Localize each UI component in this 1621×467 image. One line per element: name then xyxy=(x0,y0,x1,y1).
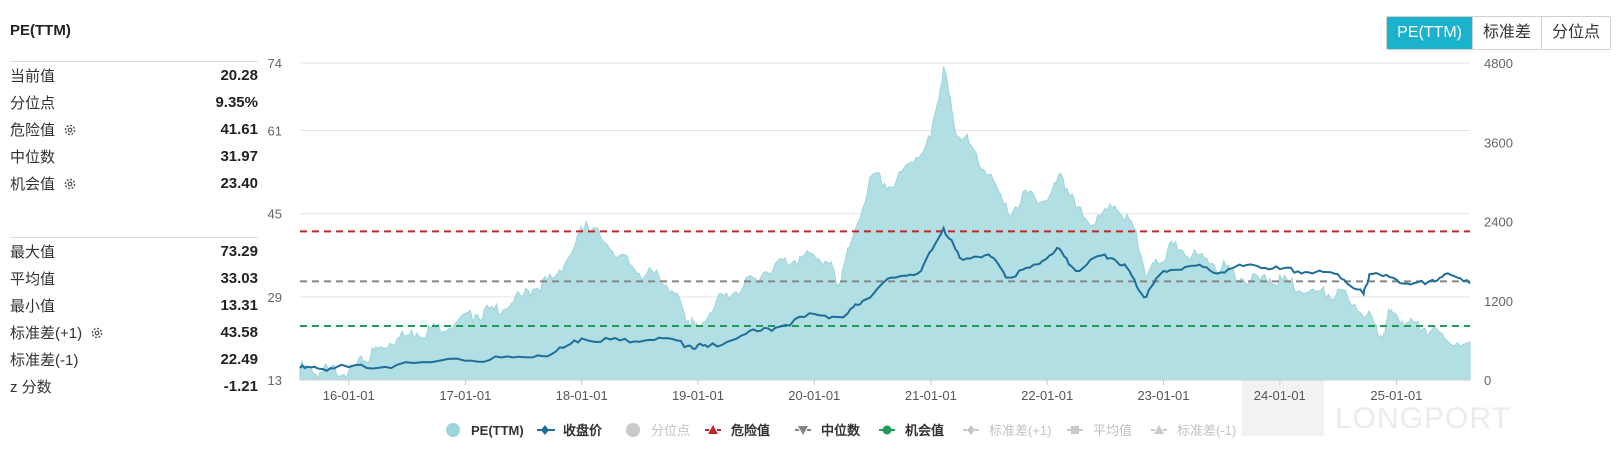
legend-label: 标准差(-1) xyxy=(1177,423,1236,438)
legend-label: 中位数 xyxy=(821,423,861,438)
x-tick-label: 22-01-01 xyxy=(1021,388,1073,403)
stats-panel-bottom: 最大值 73.29 平均值 33.03 最小值 13.31 标准差(+1) 43… xyxy=(10,237,258,400)
tab-percentile[interactable]: 分位点 xyxy=(1540,17,1610,49)
legend-label: PE(TTM) xyxy=(471,423,524,438)
y-left-tick-label: 74 xyxy=(268,56,282,71)
y-right-tick-label: 2400 xyxy=(1484,215,1513,230)
x-tick-label: 19-01-01 xyxy=(672,388,724,403)
watermark-text: LONGPORT xyxy=(1335,402,1511,435)
x-tick-label: 25-01-01 xyxy=(1370,388,1422,403)
legend-marker xyxy=(882,425,892,435)
stat-label: 机会值 xyxy=(10,176,56,193)
stat-value: 22.49 xyxy=(220,351,258,368)
legend-label: 平均值 xyxy=(1093,423,1132,438)
stat-z-score: z 分数 -1.21 xyxy=(10,373,258,400)
legend-marker xyxy=(708,425,718,434)
y-left-tick-label: 29 xyxy=(268,290,282,305)
stat-value: 41.61 xyxy=(220,121,258,138)
stat-label: z 分数 xyxy=(10,379,52,396)
stat-value: 23.40 xyxy=(220,175,258,192)
stat-mean: 平均值 33.03 xyxy=(10,265,258,292)
stat-value: 33.03 xyxy=(220,270,258,287)
stat-label: 平均值 xyxy=(10,271,56,288)
stat-value: 73.29 xyxy=(220,243,258,260)
legend-marker xyxy=(626,423,640,437)
legend-label: 机会值 xyxy=(905,423,944,438)
legend-marker xyxy=(1071,426,1079,434)
series-pe-ttm-area xyxy=(299,66,1471,381)
legend-label: 危险值 xyxy=(731,423,770,438)
x-tick-label: 23-01-01 xyxy=(1137,388,1189,403)
x-tick-label: 20-01-01 xyxy=(788,388,840,403)
metric-tabs: PE(TTM) 标准差 分位点 xyxy=(1386,16,1611,50)
stat-value: 9.35% xyxy=(215,94,258,111)
legend-item[interactable]: 收盘价 xyxy=(537,423,603,438)
stat-max: 最大值 73.29 xyxy=(10,238,258,265)
stat-std-minus: 标准差(-1) 22.49 xyxy=(10,346,258,373)
legend-marker xyxy=(541,425,549,435)
stat-label: 标准差(-1) xyxy=(10,352,79,369)
page-title: PE(TTM) xyxy=(10,22,71,39)
stat-label: 分位点 xyxy=(10,95,56,112)
stat-danger: 危险值 41.61 xyxy=(10,116,258,143)
stat-value: -1.21 xyxy=(223,378,258,395)
stat-opportunity: 机会值 23.40 xyxy=(10,170,258,197)
legend-item[interactable]: 标准差(+1) xyxy=(963,423,1051,438)
y-left-tick-label: 13 xyxy=(268,373,282,388)
y-left-tick-label: 45 xyxy=(268,207,282,222)
stat-min: 最小值 13.31 xyxy=(10,292,258,319)
y-right-tick-label: 4800 xyxy=(1484,56,1513,71)
x-tick-label: 17-01-01 xyxy=(439,388,491,403)
y-right-tick-label: 1200 xyxy=(1484,294,1513,309)
gear-icon[interactable] xyxy=(63,123,77,137)
tab-std-dev[interactable]: 标准差 xyxy=(1471,17,1541,49)
stat-current: 当前值 20.28 xyxy=(10,62,258,89)
stat-label: 最大值 xyxy=(10,244,56,261)
y-right-tick-label: 0 xyxy=(1484,373,1491,388)
legend-item[interactable]: 中位数 xyxy=(795,423,861,438)
legend-item[interactable]: 危险值 xyxy=(705,423,770,438)
legend-item[interactable]: 平均值 xyxy=(1067,423,1132,438)
series-close-price-line xyxy=(299,225,1471,372)
stat-label: 中位数 xyxy=(10,149,56,166)
gear-icon[interactable] xyxy=(63,177,77,191)
legend-marker xyxy=(967,425,975,435)
x-tick-label: 16-01-01 xyxy=(323,388,375,403)
gear-icon[interactable] xyxy=(90,326,104,340)
legend-marker xyxy=(1154,425,1164,434)
legend-label: 标准差(+1) xyxy=(989,423,1051,438)
legend-label: 收盘价 xyxy=(563,423,603,438)
stat-median: 中位数 31.97 xyxy=(10,143,258,170)
x-tick-label: 18-01-01 xyxy=(556,388,608,403)
y-right-tick-label: 3600 xyxy=(1484,135,1513,150)
stat-label: 当前值 xyxy=(10,68,56,85)
x-tick-label: 21-01-01 xyxy=(905,388,957,403)
stat-label: 危险值 xyxy=(10,122,56,139)
legend-marker xyxy=(446,423,460,437)
y-left-tick-label: 61 xyxy=(268,124,282,139)
stat-value: 31.97 xyxy=(220,148,258,165)
tab-pe-ttm[interactable]: PE(TTM) xyxy=(1387,17,1472,49)
stats-panel-top: 当前值 20.28 分位点 9.35% 危险值 41.61 中位数 31.97 … xyxy=(10,61,258,197)
x-tick-label: 24-01-01 xyxy=(1254,388,1306,403)
stat-value: 43.58 xyxy=(220,324,258,341)
legend-item[interactable]: 机会值 xyxy=(879,423,944,438)
divider xyxy=(10,61,258,62)
stat-value: 20.28 xyxy=(220,67,258,84)
legend-item[interactable]: 标准差(-1) xyxy=(1151,423,1236,438)
legend-marker xyxy=(798,426,808,435)
stat-label: 标准差(+1) xyxy=(10,325,83,342)
stat-value: 13.31 xyxy=(220,297,258,314)
stat-std-plus: 标准差(+1) 43.58 xyxy=(10,319,258,346)
stat-label: 最小值 xyxy=(10,298,56,315)
legend-item[interactable]: 分位点 xyxy=(626,423,690,438)
legend-item[interactable]: PE(TTM) xyxy=(446,423,524,438)
legend-label: 分位点 xyxy=(651,423,690,438)
stat-percentile: 分位点 9.35% xyxy=(10,89,258,116)
watermark-logo xyxy=(1242,380,1324,436)
divider xyxy=(10,237,258,238)
